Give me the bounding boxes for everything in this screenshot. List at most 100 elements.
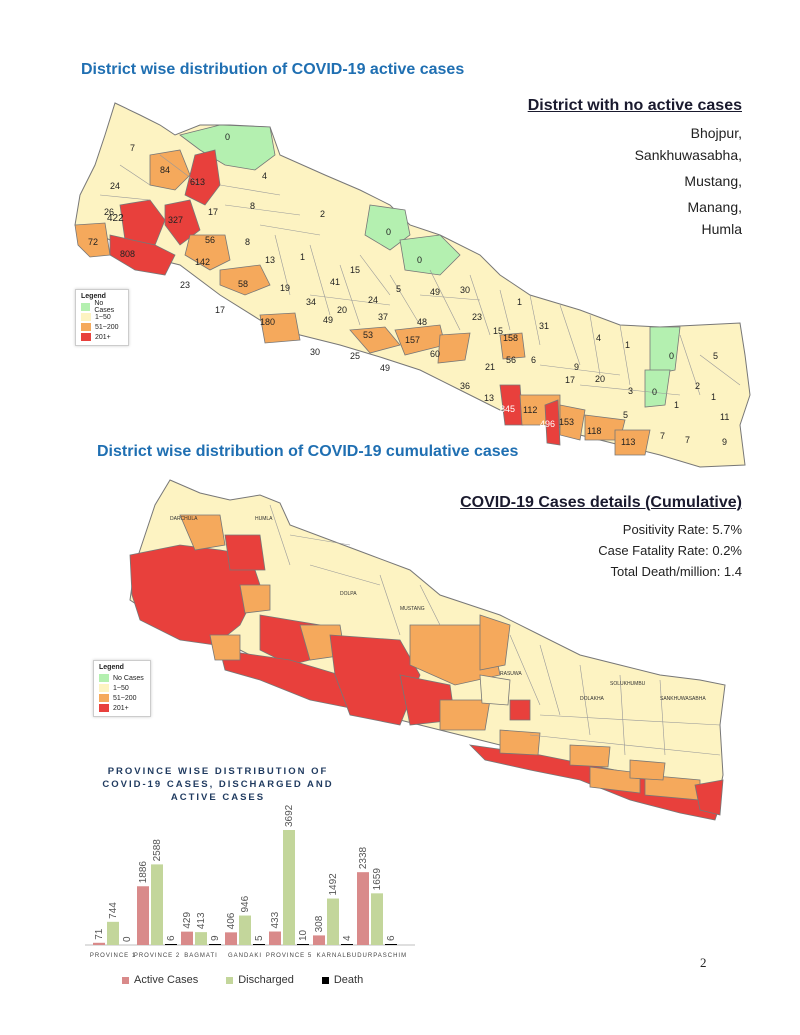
map-label: 2 — [320, 209, 325, 219]
bar-discharged — [151, 864, 163, 945]
legend-label: 1~50 — [113, 684, 129, 692]
region-bara — [499, 729, 541, 756]
bar-discharged — [195, 932, 207, 945]
region-dhading — [479, 674, 511, 706]
map-label: 1 — [674, 400, 679, 410]
map-label: 8 — [245, 237, 250, 247]
map-label: 4 — [262, 171, 267, 181]
bar-active-cases — [181, 931, 193, 945]
bar-data-label: 1886 — [138, 861, 149, 884]
district-manang — [399, 234, 461, 276]
map-label: 0 — [652, 387, 657, 397]
cumulative-cases-map: DARCHULA HUMLA DOLPA MUSTANG RASUWA DOLA… — [129, 479, 726, 821]
map-district-name: SANKHUWASABHA — [660, 696, 706, 702]
map-label: 17 — [565, 375, 575, 385]
bar-data-label: 946 — [240, 895, 251, 912]
legend-label: Discharged — [238, 974, 294, 986]
map-label: 157 — [405, 335, 420, 345]
region-sunsari — [629, 759, 666, 781]
region-dailekh — [209, 634, 241, 661]
district-name: Sankhuwasabha, — [634, 147, 742, 163]
bar-discharged — [283, 830, 295, 945]
legend-row-low: 1~50 — [99, 683, 145, 693]
map-label: 53 — [363, 330, 373, 340]
legend-swatch — [81, 303, 91, 311]
bar-data-label: 308 — [314, 915, 325, 932]
map-label: 17 — [208, 207, 218, 217]
legend-swatch — [81, 333, 91, 341]
map-label: 21 — [485, 362, 495, 372]
map-label: 4 — [596, 333, 601, 343]
bar-data-label: 429 — [182, 912, 193, 929]
map-label: 25 — [350, 351, 360, 361]
bar-data-label: 744 — [108, 902, 119, 919]
region-jhapa — [694, 779, 724, 816]
bar-death — [253, 944, 265, 945]
active-map-title: District wise distribution of COVID-19 a… — [81, 61, 465, 78]
district-kanchanpur — [74, 222, 111, 258]
map-label: 48 — [417, 317, 427, 327]
map-district-name: DOLPA — [340, 591, 357, 597]
bar-discharged — [371, 893, 383, 945]
bar-data-label: 406 — [226, 912, 237, 929]
map-label: 1 — [625, 340, 630, 350]
x-tick-label: BAGMATI — [184, 953, 218, 959]
legend-row-low: 1~50 — [81, 312, 123, 322]
bar-data-label: 413 — [196, 912, 207, 929]
map-label: 13 — [265, 255, 275, 265]
map-label: 1 — [711, 392, 716, 402]
map-label: 24 — [110, 181, 120, 191]
map-district-name: DOLAKHA — [580, 696, 605, 702]
bar-data-label: 1659 — [372, 868, 383, 891]
chart-legend: Active Cases Discharged Death — [122, 974, 363, 986]
map-label: 30 — [310, 347, 320, 357]
region-saptari — [589, 766, 641, 794]
district-bhojpur — [644, 369, 671, 408]
map-label: 41 — [330, 277, 340, 287]
x-tick-label: PROVINCE 5 — [266, 953, 312, 959]
map-label: 49 — [430, 287, 440, 297]
bar-data-label: 2588 — [152, 839, 163, 862]
bar-death — [165, 944, 177, 945]
legend-swatch — [321, 976, 329, 984]
map-label: 808 — [120, 249, 135, 259]
legend-label: 201+ — [95, 333, 111, 341]
legend-swatch — [122, 976, 129, 984]
legend-item-discharged: Discharged — [226, 974, 294, 986]
region-udayapur — [569, 744, 611, 768]
region-kalikot — [239, 584, 271, 614]
district-name: Mustang, — [684, 173, 742, 189]
map-district-name: DARCHULA — [170, 516, 198, 522]
map-label: 72 — [88, 237, 98, 247]
legend-label: No Cases — [94, 300, 115, 314]
active-map-legend: Legend No Cases 1~50 51~200 201+ — [75, 289, 129, 346]
legend-label: No Cases — [113, 674, 144, 682]
map-label: 15 — [350, 265, 360, 275]
map-label: 49 — [380, 363, 390, 373]
map-label: 1 — [517, 297, 522, 307]
map-label: 1 — [300, 252, 305, 262]
x-tick-label: PROVINCE 1 — [90, 953, 136, 959]
region-bajhang — [179, 514, 226, 551]
legend-label: 201+ — [113, 704, 129, 712]
chart-title: PROVINCE WISE DISTRIBUTION OF COVID-19 C… — [102, 766, 334, 803]
region-bajura — [224, 534, 266, 571]
district-kathmandu — [499, 332, 526, 360]
district-rautahat — [544, 399, 561, 446]
district-rupandehi — [349, 326, 401, 354]
legend-title: Legend — [99, 664, 124, 671]
map-label: 60 — [430, 349, 440, 359]
map-label: 153 — [559, 417, 574, 427]
region-gandaki — [409, 624, 501, 686]
district-bajura — [184, 149, 221, 206]
map-label: 7 — [130, 143, 135, 153]
bar-data-label: 9 — [210, 935, 221, 941]
district-doti — [119, 199, 166, 246]
map-label: 9 — [574, 362, 579, 372]
bar-data-label: 433 — [270, 911, 281, 928]
map-label: 496 — [540, 419, 555, 429]
district-name: Bhojpur, — [690, 125, 742, 141]
map-label: 845 — [500, 404, 515, 414]
map-label: 20 — [337, 305, 347, 315]
cumulative-map-legend: Legend No Cases 1~50 51~200 201+ — [93, 660, 151, 717]
